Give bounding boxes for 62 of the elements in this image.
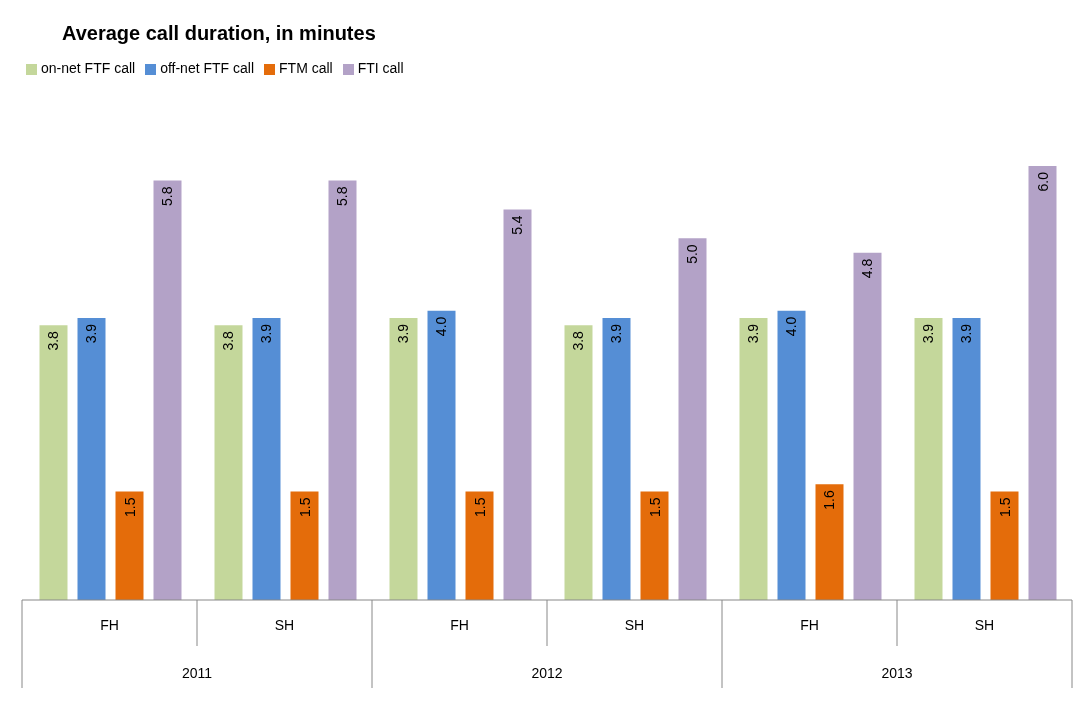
x-tick-label: SH (274, 617, 295, 633)
bar (77, 317, 106, 600)
data-label: 3.9 (920, 323, 937, 344)
data-label: 4.0 (433, 316, 450, 337)
text: 2011 (181, 665, 213, 681)
bar (602, 317, 631, 600)
data-label: 3.9 (745, 323, 762, 344)
bar (503, 209, 532, 600)
legend-label: FTI call (357, 60, 404, 76)
bar (564, 325, 593, 600)
bar (952, 317, 981, 600)
legend-label: off-net FTF call (160, 60, 255, 76)
data-label: 5.4 (509, 215, 526, 235)
bar (815, 484, 844, 600)
data-label: 1.5 (996, 497, 1013, 517)
legend-label: FTM call (279, 60, 333, 76)
data-label: 3.8 (220, 330, 237, 351)
x-tick-label: FH (100, 617, 119, 633)
data-label: 3.8 (570, 330, 587, 351)
bar (328, 180, 357, 600)
data-label: 3.8 (45, 330, 62, 351)
data-label: 3.9 (608, 323, 625, 344)
data-label: 1.5 (471, 497, 488, 517)
data-label: 4.0 (783, 316, 800, 337)
legend-label: on-net FTF call (41, 60, 136, 76)
data-label: 3.9 (258, 323, 275, 344)
data-label: 1.5 (646, 497, 663, 517)
bar (427, 310, 456, 600)
bar (853, 252, 882, 600)
x-tick-label: SH (624, 617, 645, 633)
bar (465, 491, 494, 600)
data-label: 5.8 (334, 186, 351, 206)
data-label: 1.5 (121, 497, 138, 517)
bar (153, 180, 182, 600)
bar (914, 317, 943, 600)
x-tick-label: SH (974, 617, 995, 633)
bar (640, 491, 669, 600)
bar (115, 491, 144, 600)
data-label: 1.6 (821, 490, 838, 510)
bar (678, 238, 707, 600)
data-label: 3.9 (958, 323, 975, 344)
bar (39, 325, 68, 600)
data-label: 4.8 (859, 258, 876, 279)
bar (777, 310, 806, 600)
bar (252, 317, 281, 600)
data-label: 5.8 (159, 186, 176, 206)
chart-title: Average call duration, in minutes (61, 21, 377, 46)
text: 2013 (881, 665, 913, 681)
bar (990, 491, 1019, 600)
bar (389, 317, 418, 600)
data-label: 3.9 (395, 323, 412, 344)
x-tick-label: FH (450, 617, 469, 633)
data-label: 1.5 (296, 497, 313, 517)
text: 2012 (531, 665, 563, 681)
bar (1028, 166, 1057, 600)
data-label: 3.9 (83, 323, 100, 344)
bar (290, 491, 319, 600)
x-tick-label: FH (800, 617, 819, 633)
bar (739, 317, 768, 600)
bar (214, 325, 243, 600)
data-label: 6.0 (1034, 171, 1051, 192)
data-label: 5.0 (684, 244, 701, 264)
